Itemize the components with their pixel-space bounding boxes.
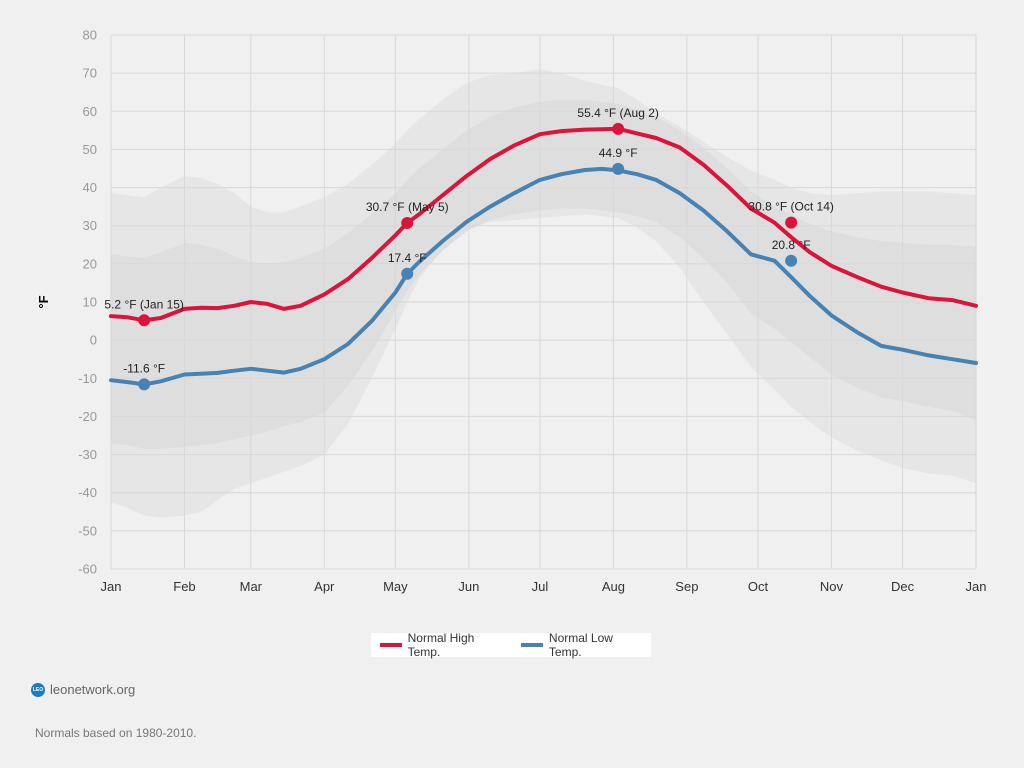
temperature-chart: 80 70 60 50 40 30 20 10 0 -10 -20 -30 -40 -50 -60 Jan F… [36, 28, 987, 595]
brand-link[interactable]: LEO leonetwork.org [31, 682, 135, 697]
series-lines [109, 126, 978, 387]
y-tick-label: -20 [78, 409, 97, 424]
x-tick-label: Jul [532, 579, 549, 594]
x-tick-label: Dec [891, 579, 915, 594]
x-tick-label: Sep [675, 579, 698, 594]
annotation-marker[interactable] [785, 254, 798, 267]
x-tick-label: Jan [101, 579, 122, 594]
annotation-label: 5.2 °F (Jan 15) [104, 297, 184, 311]
legend-label-low: Normal Low Temp. [548, 631, 613, 659]
legend: Normal High Temp. Normal Low Temp. [371, 631, 651, 659]
x-tick-label: Feb [173, 579, 195, 594]
annotations: 5.2 °F (Jan 15) 30.7 °F (May 5) 55.4 °F (A… [104, 106, 834, 391]
annotation-label: 55.4 °F (Aug 2) [577, 106, 659, 120]
y-tick-label: 10 [83, 295, 97, 310]
y-tick-label: -30 [78, 447, 97, 462]
y-tick-label: 0 [90, 333, 97, 348]
legend-item-high[interactable]: Normal High Temp. [380, 631, 508, 659]
x-tick-label: Nov [820, 579, 844, 594]
annotation-label: 30.7 °F (May 5) [366, 200, 449, 214]
leo-logo-icon: LEO [31, 682, 45, 697]
y-tick-label: -60 [78, 562, 97, 577]
y-tick-label: 80 [83, 28, 97, 43]
annotation-marker[interactable] [785, 216, 798, 229]
y-tick-label: -40 [78, 485, 97, 500]
x-tick-label: May [383, 579, 408, 594]
annotation-marker[interactable] [401, 267, 414, 280]
annotation-marker[interactable] [612, 162, 625, 175]
series-line-high [109, 126, 978, 323]
annotation-marker[interactable] [138, 378, 151, 391]
y-axis-label: °F [36, 295, 51, 308]
brand-text: leonetwork.org [50, 682, 136, 697]
legend-item-low[interactable]: Normal Low Temp. [521, 631, 647, 659]
y-axis-ticks: 80 70 60 50 40 30 20 10 0 -10 -20 -30 -40 -50 -60 [78, 28, 97, 577]
band-inner-range [111, 99, 976, 449]
annotation-marker[interactable] [401, 217, 414, 230]
annotation-label: 17.4 °F [388, 251, 427, 265]
y-tick-label: 40 [83, 180, 97, 195]
annotation-label: -11.6 °F [123, 361, 165, 375]
x-axis-ticks: Jan Feb Mar Apr May Jun Jul Aug Sep Oct Nov Dec Jan [101, 579, 987, 594]
y-tick-label: -10 [78, 371, 97, 386]
y-tick-label: 70 [83, 66, 97, 81]
annotation-label: 44.9 °F [599, 146, 638, 160]
y-tick-label: 50 [83, 142, 97, 157]
x-tick-label: Apr [314, 579, 335, 594]
annotation-label: 30.8 °F (Oct 14) [748, 200, 834, 214]
x-tick-label: Jan [966, 579, 987, 594]
annotation-marker[interactable] [612, 122, 625, 135]
legend-label-high: Normal High Temp. [407, 631, 475, 659]
footnote: Normals based on 1980-2010. [35, 726, 197, 740]
annotation-marker[interactable] [138, 314, 151, 327]
x-tick-label: Jun [458, 579, 479, 594]
y-tick-label: 20 [83, 256, 97, 271]
x-tick-label: Mar [240, 579, 263, 594]
legend-swatch-high [380, 643, 402, 647]
x-tick-label: Oct [748, 579, 769, 594]
y-tick-label: 30 [83, 218, 97, 233]
y-tick-label: -50 [78, 523, 97, 538]
x-tick-label: Aug [602, 579, 625, 594]
annotation-label: 20.8 °F [772, 238, 811, 252]
legend-swatch-low [521, 643, 543, 647]
series-line-low [109, 166, 978, 387]
y-tick-label: 60 [83, 104, 97, 119]
